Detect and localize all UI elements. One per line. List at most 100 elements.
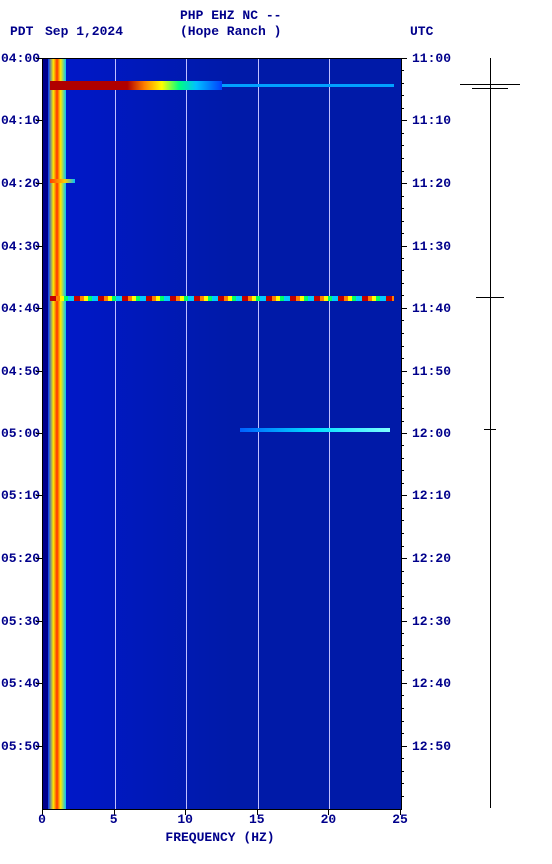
y-right-tick-label: 11:40 xyxy=(412,301,462,316)
y-right-minor-tick xyxy=(401,733,404,734)
y-left-tick xyxy=(36,246,42,247)
y-right-minor-tick xyxy=(401,571,404,572)
y-right-tick xyxy=(401,371,407,372)
y-right-minor-tick xyxy=(401,208,404,209)
y-right-minor-tick xyxy=(401,596,404,597)
y-left-tick-label: 04:40 xyxy=(0,301,40,316)
event-band xyxy=(50,81,222,90)
y-right-tick xyxy=(401,683,407,684)
y-right-tick-label: 12:00 xyxy=(412,426,462,441)
tz-right-label: UTC xyxy=(410,24,433,39)
y-left-tick-label: 05:20 xyxy=(0,551,40,566)
y-right-minor-tick xyxy=(401,70,404,71)
y-right-minor-tick xyxy=(401,633,404,634)
y-right-minor-tick xyxy=(401,171,404,172)
y-right-minor-tick xyxy=(401,771,404,772)
y-left-tick-label: 04:30 xyxy=(0,239,40,254)
background-wash xyxy=(66,59,401,809)
y-right-tick-label: 11:10 xyxy=(412,113,462,128)
y-left-tick xyxy=(36,120,42,121)
tz-left-label: PDT xyxy=(10,24,33,39)
y-right-minor-tick xyxy=(401,758,404,759)
y-right-minor-tick xyxy=(401,283,404,284)
y-right-minor-tick xyxy=(401,108,404,109)
y-right-tick xyxy=(401,183,407,184)
low-freq-energy-stripe xyxy=(48,59,66,809)
y-left-tick-label: 05:30 xyxy=(0,614,40,629)
y-right-tick-label: 11:00 xyxy=(412,51,462,66)
y-right-minor-tick xyxy=(401,670,404,671)
y-right-minor-tick xyxy=(401,483,404,484)
y-right-minor-tick xyxy=(401,133,404,134)
y-right-minor-tick xyxy=(401,645,404,646)
y-left-tick-label: 05:40 xyxy=(0,676,40,691)
y-left-tick-label: 05:50 xyxy=(0,739,40,754)
x-axis-label: FREQUENCY (HZ) xyxy=(0,830,440,845)
x-tick-label: 0 xyxy=(30,812,54,827)
y-right-minor-tick xyxy=(401,196,404,197)
y-right-minor-tick xyxy=(401,583,404,584)
y-left-tick xyxy=(36,558,42,559)
grid-line xyxy=(329,59,330,809)
y-left-tick-label: 04:50 xyxy=(0,364,40,379)
y-right-minor-tick xyxy=(401,383,404,384)
grid-line xyxy=(186,59,187,809)
y-right-minor-tick xyxy=(401,145,404,146)
amplitude-trace xyxy=(490,58,491,808)
y-right-minor-tick xyxy=(401,270,404,271)
trace-spike xyxy=(476,297,504,298)
y-right-minor-tick xyxy=(401,445,404,446)
station-line1: PHP EHZ NC -- xyxy=(180,8,281,23)
y-left-tick-label: 04:10 xyxy=(0,113,40,128)
y-right-minor-tick xyxy=(401,320,404,321)
spectrogram-figure: { "header": { "left_tz": "PDT", "date": … xyxy=(0,0,552,864)
y-right-minor-tick xyxy=(401,458,404,459)
y-right-minor-tick xyxy=(401,608,404,609)
x-tick-label: 5 xyxy=(102,812,126,827)
y-right-minor-tick xyxy=(401,333,404,334)
event-band xyxy=(50,296,394,301)
y-right-minor-tick xyxy=(401,783,404,784)
y-left-tick xyxy=(36,308,42,309)
y-left-tick xyxy=(36,746,42,747)
y-right-minor-tick xyxy=(401,708,404,709)
grid-line xyxy=(258,59,259,809)
y-right-minor-tick xyxy=(401,470,404,471)
y-right-tick-label: 12:10 xyxy=(412,488,462,503)
trace-spike xyxy=(484,429,496,430)
y-right-tick xyxy=(401,558,407,559)
trace-spike xyxy=(460,84,520,85)
y-left-tick-label: 05:10 xyxy=(0,488,40,503)
y-right-tick-label: 12:40 xyxy=(412,676,462,691)
y-left-tick-label: 05:00 xyxy=(0,426,40,441)
y-right-tick-label: 11:20 xyxy=(412,176,462,191)
y-right-minor-tick xyxy=(401,520,404,521)
y-left-tick xyxy=(36,683,42,684)
x-tick-label: 25 xyxy=(388,812,412,827)
y-right-minor-tick xyxy=(401,95,404,96)
y-right-minor-tick xyxy=(401,233,404,234)
station-line2: (Hope Ranch ) xyxy=(180,24,281,39)
x-tick-label: 20 xyxy=(316,812,340,827)
grid-line xyxy=(115,59,116,809)
y-right-tick xyxy=(401,308,407,309)
y-right-minor-tick xyxy=(401,721,404,722)
y-right-tick xyxy=(401,621,407,622)
y-left-tick xyxy=(36,621,42,622)
y-left-tick xyxy=(36,371,42,372)
y-right-minor-tick xyxy=(401,421,404,422)
y-right-minor-tick xyxy=(401,695,404,696)
y-right-tick-label: 12:50 xyxy=(412,739,462,754)
trace-spike xyxy=(472,88,508,89)
y-right-tick-label: 11:30 xyxy=(412,239,462,254)
y-right-minor-tick xyxy=(401,258,404,259)
y-left-tick xyxy=(36,183,42,184)
y-right-minor-tick xyxy=(401,396,404,397)
y-left-tick xyxy=(36,495,42,496)
y-right-tick xyxy=(401,246,407,247)
y-left-tick-label: 04:20 xyxy=(0,176,40,191)
y-right-minor-tick xyxy=(401,796,404,797)
y-right-minor-tick xyxy=(401,358,404,359)
y-right-tick-label: 11:50 xyxy=(412,364,462,379)
y-right-tick-label: 12:20 xyxy=(412,551,462,566)
